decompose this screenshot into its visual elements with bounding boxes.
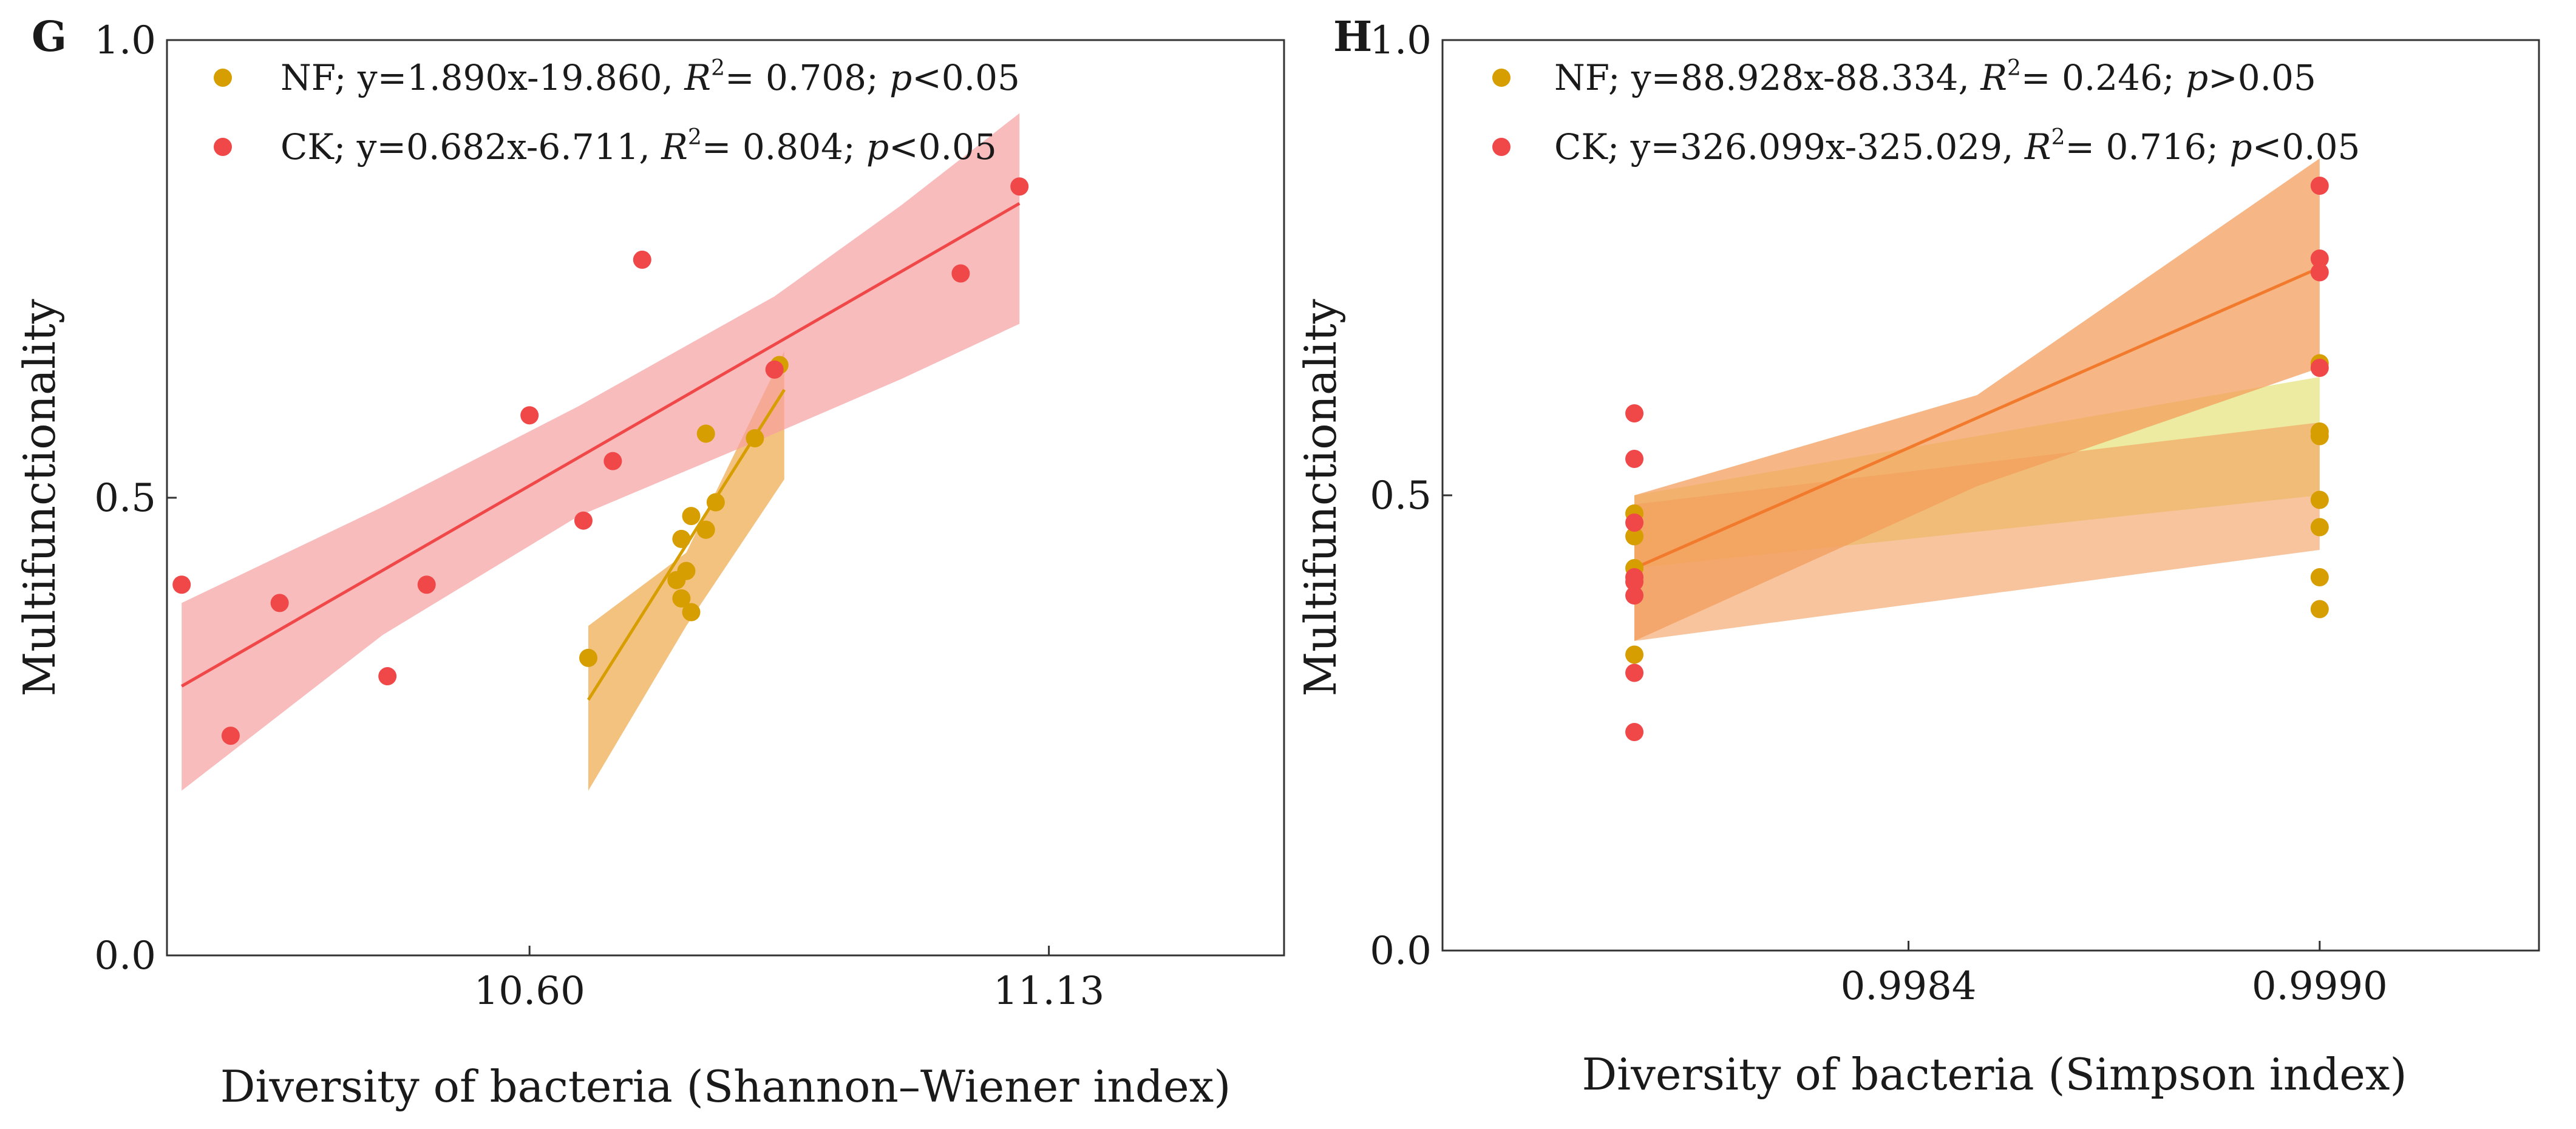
panel-g-confidence-bands bbox=[182, 113, 1020, 791]
fit-line-ck bbox=[180, 202, 1021, 688]
data-point-ck bbox=[1625, 586, 1644, 605]
panel-h-points bbox=[1625, 177, 2329, 741]
x-tick-label: 11.13 bbox=[993, 969, 1104, 1014]
panel-h: H 0.0 0.5 1.0 0.9984 0.9990 Multifunctional… bbox=[1295, 13, 2540, 1100]
data-point-nf bbox=[696, 424, 715, 443]
panel-h-x-ticks: 0.9984 0.9990 bbox=[1841, 941, 2388, 1009]
y-tick-label: 0.5 bbox=[94, 476, 156, 521]
x-tick-label: 0.9984 bbox=[1841, 964, 1977, 1009]
data-point-nf bbox=[746, 429, 764, 447]
data-point-nf bbox=[706, 493, 725, 512]
data-point-ck bbox=[603, 452, 622, 470]
data-point-nf bbox=[2310, 568, 2329, 586]
panel-h-letter: H bbox=[1333, 13, 1372, 61]
x-tick-label: 0.9990 bbox=[2252, 964, 2388, 1009]
data-point-nf bbox=[682, 507, 701, 526]
legend-marker-ck bbox=[214, 138, 232, 156]
data-point-nf bbox=[677, 561, 696, 580]
panel-g-y-ticks: 0.0 0.5 1.0 bbox=[94, 18, 177, 978]
panel-g-x-ticks: 10.60 11.13 bbox=[474, 946, 1104, 1014]
confidence-band-ck bbox=[182, 113, 1020, 791]
data-point-ck bbox=[951, 264, 970, 283]
legend-marker-nf bbox=[214, 69, 232, 87]
panel-h-y-ticks: 0.0 0.5 1.0 bbox=[1370, 18, 1452, 974]
data-point-ck bbox=[2310, 249, 2329, 268]
legend-marker-nf bbox=[1492, 69, 1511, 87]
data-point-ck bbox=[221, 727, 240, 745]
data-point-ck bbox=[2310, 177, 2329, 195]
y-tick-label: 1.0 bbox=[94, 18, 156, 63]
data-point-ck bbox=[520, 406, 539, 425]
panel-g-x-axis-title: Diversity of bacteria (Shannon–Wiener in… bbox=[220, 1061, 1231, 1112]
data-point-ck bbox=[1625, 514, 1644, 532]
data-point-ck bbox=[172, 575, 191, 594]
data-point-ck bbox=[1625, 723, 1644, 741]
panel-g-letter: G bbox=[32, 13, 67, 61]
y-tick-label: 1.0 bbox=[1370, 18, 1432, 63]
panel-h-x-axis-title: Diversity of bacteria (Simpson index) bbox=[1582, 1049, 2407, 1100]
data-point-nf bbox=[696, 520, 715, 539]
data-point-ck bbox=[765, 360, 784, 379]
x-tick-label: 10.60 bbox=[474, 969, 585, 1014]
legend-marker-ck bbox=[1492, 138, 1511, 156]
data-point-nf bbox=[2310, 422, 2329, 441]
data-point-nf bbox=[1625, 527, 1644, 546]
legend-entry-ck: CK; y=0.682x-6.711, R2= 0.804; p<0.05 bbox=[280, 125, 997, 168]
legend-entry-nf: NF; y=1.890x-19.860, R2= 0.708; p<0.05 bbox=[280, 56, 1020, 98]
panel-g-legend: NF; y=1.890x-19.860, R2= 0.708; p<0.05 C… bbox=[214, 56, 1020, 168]
panel-h-y-axis-title: Multifunctionality bbox=[1295, 299, 1346, 696]
data-point-ck bbox=[378, 667, 397, 686]
data-point-nf bbox=[2310, 518, 2329, 537]
panel-h-fit-lines bbox=[1634, 266, 2320, 570]
legend-entry-nf: NF; y=88.928x-88.334, R2= 0.246; p>0.05 bbox=[1554, 56, 2316, 98]
data-point-ck bbox=[1625, 663, 1644, 682]
data-point-ck bbox=[1625, 450, 1644, 468]
fit-line-ck bbox=[1634, 266, 2320, 570]
data-point-nf bbox=[2310, 600, 2329, 619]
confidence-band-ck-lower bbox=[1634, 422, 2320, 641]
data-point-ck bbox=[1010, 177, 1029, 196]
data-point-ck bbox=[270, 594, 289, 612]
data-point-ck bbox=[2310, 359, 2329, 377]
legend-entry-ck: CK; y=326.099x-325.029, R2= 0.716; p<0.0… bbox=[1554, 125, 2360, 168]
panel-g-y-axis-title: Multifunctionality bbox=[14, 299, 65, 696]
panel-g: G 0.0 0.5 1.0 10.60 11.13 Multifunctionalit… bbox=[14, 13, 1285, 1112]
panel-h-legend: NF; y=88.928x-88.334, R2= 0.246; p>0.05 … bbox=[1492, 56, 2360, 168]
data-point-ck bbox=[1625, 568, 1644, 586]
data-point-nf bbox=[672, 589, 691, 608]
data-point-ck bbox=[633, 250, 651, 269]
data-point-nf bbox=[579, 648, 598, 667]
data-point-ck bbox=[417, 575, 436, 594]
y-tick-label: 0.0 bbox=[1370, 929, 1432, 974]
y-tick-label: 0.5 bbox=[1370, 473, 1432, 518]
y-tick-label: 0.0 bbox=[94, 934, 156, 978]
panel-g-points bbox=[172, 177, 1029, 745]
data-point-nf bbox=[672, 529, 691, 548]
data-point-nf bbox=[1625, 645, 1644, 664]
panel-h-confidence-bands bbox=[1634, 158, 2320, 641]
data-point-ck bbox=[574, 511, 593, 530]
data-point-nf bbox=[2310, 490, 2329, 509]
data-point-ck bbox=[1625, 404, 1644, 422]
data-point-ck bbox=[2310, 263, 2329, 282]
data-point-nf bbox=[682, 603, 701, 622]
